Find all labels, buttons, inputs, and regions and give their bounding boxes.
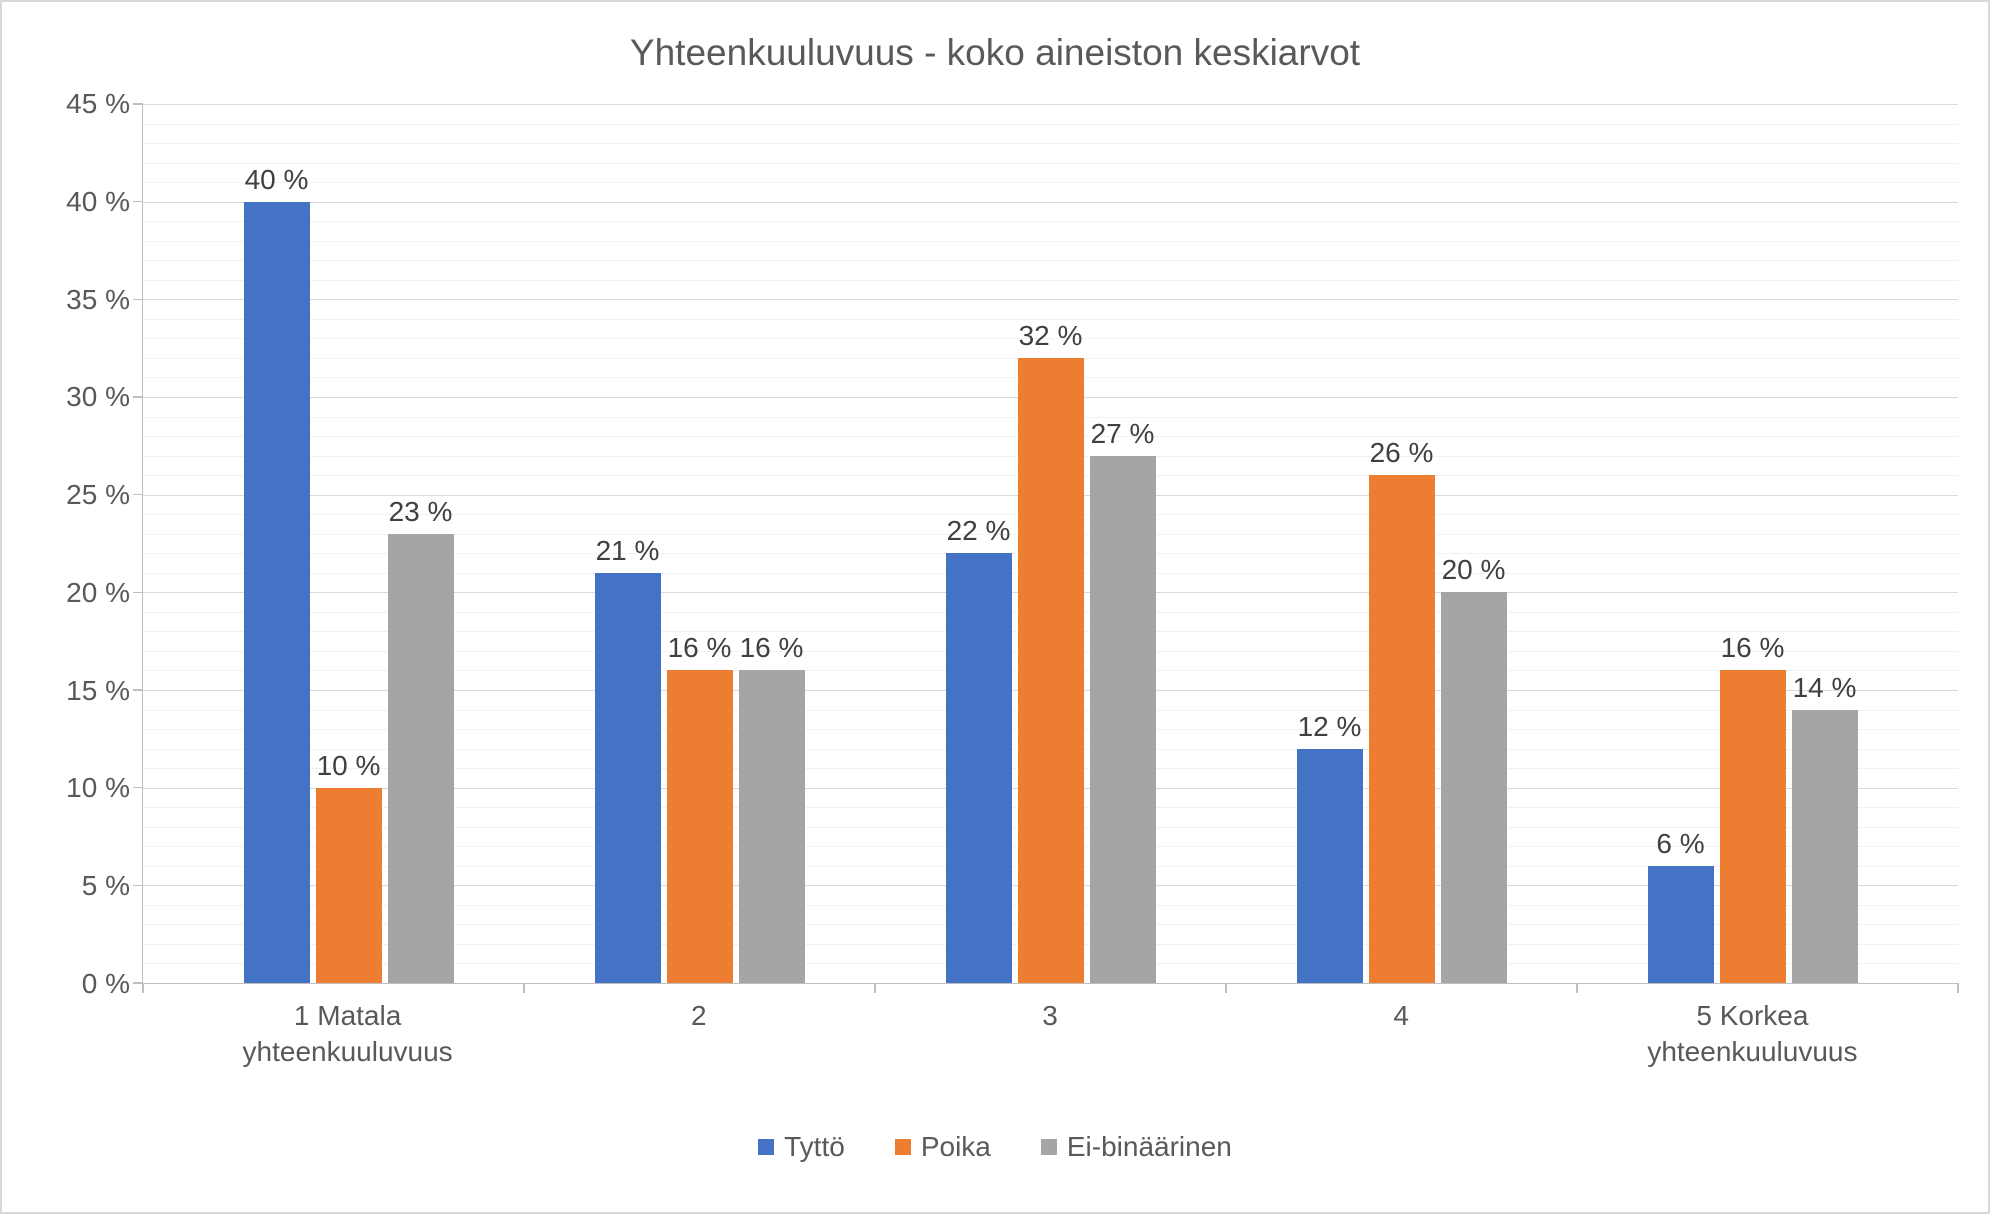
y-tick-label: 45 %	[66, 88, 130, 120]
bar	[1369, 475, 1435, 983]
bar	[739, 670, 805, 983]
x-tick-mark	[523, 983, 525, 993]
bar	[1297, 749, 1363, 983]
x-tick-mark	[1576, 983, 1578, 993]
bar	[244, 202, 310, 983]
legend-swatch	[1041, 1139, 1057, 1155]
bar-group: 21 % 16 %16 %	[524, 104, 875, 983]
legend-label: Poika	[921, 1131, 991, 1163]
bar-wrap: 20 %	[1441, 104, 1507, 983]
x-tick-mark	[874, 983, 876, 993]
bar-wrap: 27 %	[1090, 104, 1156, 983]
bar-value-label: 16 %	[1721, 632, 1785, 664]
y-tick-mark	[133, 103, 143, 105]
plot-area: 40 %10 %23 %21 %16 %16 %22 %32 %27 %12 %…	[142, 104, 1958, 984]
y-tick-label: 35 %	[66, 284, 130, 316]
legend-swatch	[895, 1139, 911, 1155]
bar-wrap: 16 %	[667, 104, 733, 983]
bar-value-label: 26 %	[1370, 437, 1434, 469]
x-axis-label: 3	[874, 998, 1225, 1071]
bar-value-label: 21 %	[596, 535, 660, 567]
legend-label: Tyttö	[784, 1131, 845, 1163]
y-tick-mark	[133, 592, 143, 594]
bar-value-label: 23 %	[389, 496, 453, 528]
bar-group: 40 % 10 % 23 %	[173, 104, 524, 983]
bar-value-label: 27 %	[1091, 418, 1155, 450]
chart-title: Yhteenkuuluvuus - koko aineiston keskiar…	[32, 32, 1958, 74]
y-tick-mark	[133, 689, 143, 691]
plot-wrap: 0 %5 %10 %15 %20 %25 %30 %35 %40 %45 % 4…	[32, 104, 1958, 984]
bar	[1090, 456, 1156, 983]
x-axis-label: 5 Korkea yhteenkuuluvuus	[1577, 998, 1928, 1071]
bar-wrap: 6 %	[1648, 104, 1714, 983]
x-tick-mark	[1225, 983, 1227, 993]
x-axis-label: 1 Matala yhteenkuuluvuus	[172, 998, 523, 1071]
bar-wrap: 14 %	[1792, 104, 1858, 983]
bar	[1441, 592, 1507, 983]
bar	[1018, 358, 1084, 983]
y-tick-label: 15 %	[66, 675, 130, 707]
bar	[1792, 710, 1858, 983]
legend-item: Tyttö	[758, 1131, 845, 1163]
bar-value-label: 16 %	[668, 632, 732, 664]
bar-groups: 40 %10 %23 %21 %16 %16 %22 %32 %27 %12 %…	[143, 104, 1958, 983]
bar	[1648, 866, 1714, 983]
bar-value-label: 20 %	[1442, 554, 1506, 586]
legend-swatch	[758, 1139, 774, 1155]
bar	[388, 534, 454, 983]
y-tick-label: 30 %	[66, 381, 130, 413]
bar	[316, 788, 382, 983]
y-tick-mark	[133, 201, 143, 203]
bar-group: 22 % 32 % 27 %	[875, 104, 1226, 983]
bar-value-label: 6 %	[1656, 828, 1704, 860]
y-tick-label: 10 %	[66, 772, 130, 804]
bar-value-label: 16 %	[740, 632, 804, 664]
bar-wrap: 26 %	[1369, 104, 1435, 983]
bar-wrap: 12 %	[1297, 104, 1363, 983]
bar-value-label: 12 %	[1298, 711, 1362, 743]
bar-value-label: 10 %	[317, 750, 381, 782]
bar-group: 12 % 26 % 20 %	[1226, 104, 1577, 983]
bar-value-label: 22 %	[947, 515, 1011, 547]
y-tick-label: 0 %	[82, 968, 130, 1000]
x-tick-mark	[1957, 983, 1959, 993]
y-tick-mark	[133, 885, 143, 887]
legend: Tyttö Poika Ei-binäärinen	[32, 1131, 1958, 1163]
bar	[946, 553, 1012, 983]
y-tick-label: 5 %	[82, 870, 130, 902]
y-axis: 0 %5 %10 %15 %20 %25 %30 %35 %40 %45 %	[32, 104, 142, 984]
y-tick-label: 20 %	[66, 577, 130, 609]
bar-wrap: 16 %	[1720, 104, 1786, 983]
bar-wrap: 22 %	[946, 104, 1012, 983]
bar-wrap: 23 %	[388, 104, 454, 983]
bar-value-label: 32 %	[1019, 320, 1083, 352]
bar-wrap: 21 %	[595, 104, 661, 983]
legend-label: Ei-binäärinen	[1067, 1131, 1232, 1163]
y-tick-label: 40 %	[66, 186, 130, 218]
y-tick-mark	[133, 396, 143, 398]
legend-item: Poika	[895, 1131, 991, 1163]
bar-group: 6 % 16 %14 %	[1577, 104, 1928, 983]
bar-value-label: 14 %	[1793, 672, 1857, 704]
x-axis-label: 4	[1226, 998, 1577, 1071]
y-tick-mark	[133, 787, 143, 789]
chart-container: Yhteenkuuluvuus - koko aineiston keskiar…	[0, 0, 1990, 1214]
y-tick-label: 25 %	[66, 479, 130, 511]
bar-value-label: 40 %	[245, 164, 309, 196]
bar	[667, 670, 733, 983]
bar-wrap: 10 %	[316, 104, 382, 983]
x-axis-labels: 1 Matala yhteenkuuluvuus2345 Korkea yhte…	[142, 984, 1958, 1071]
x-axis-label: 2	[523, 998, 874, 1071]
legend-item: Ei-binäärinen	[1041, 1131, 1232, 1163]
bar	[1720, 670, 1786, 983]
bar	[595, 573, 661, 983]
y-tick-mark	[133, 299, 143, 301]
bar-wrap: 32 %	[1018, 104, 1084, 983]
y-tick-mark	[133, 494, 143, 496]
x-tick-mark	[142, 983, 144, 993]
bar-wrap: 16 %	[739, 104, 805, 983]
bar-wrap: 40 %	[244, 104, 310, 983]
